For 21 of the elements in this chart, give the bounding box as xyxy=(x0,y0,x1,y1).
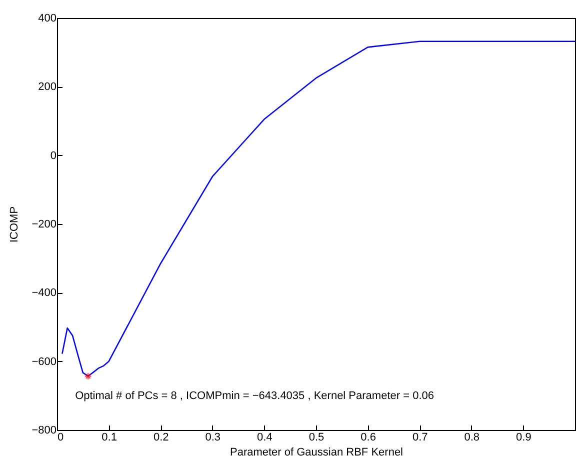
annotation: Optimal # of PCs = 8 , ICOMPmin = −643.4035 , Kernel Parameter = 0.06 xyxy=(75,390,434,402)
y-axis-title: ICOMP xyxy=(8,206,21,243)
y-tick-label: 0 xyxy=(50,150,56,162)
line-series xyxy=(62,40,576,377)
x-tick-label: 0.3 xyxy=(205,432,221,444)
x-tick-label: 0.7 xyxy=(412,432,428,444)
x-tick-label: 0.8 xyxy=(464,432,480,444)
x-tick-label: 0 xyxy=(58,432,64,444)
y-tick-label: −400 xyxy=(32,287,56,300)
y-tick-label: 200 xyxy=(38,81,56,94)
y-tick-label: −800 xyxy=(32,424,56,436)
x-tick-label: 0.1 xyxy=(102,432,117,444)
x-tick-label: 0.2 xyxy=(153,432,169,444)
y-tick-label: −200 xyxy=(32,218,56,230)
y-tick-label: −600 xyxy=(32,356,56,368)
x-tick-label: 0.6 xyxy=(360,432,376,444)
y-tick-label: 400 xyxy=(38,12,56,24)
x-tick-label: 0.5 xyxy=(308,432,324,444)
x-tick-label: 0.9 xyxy=(516,432,532,444)
x-tick-label: 0.4 xyxy=(257,432,272,444)
x-axis-title: Parameter of Gaussian RBF Kernel xyxy=(230,446,404,458)
